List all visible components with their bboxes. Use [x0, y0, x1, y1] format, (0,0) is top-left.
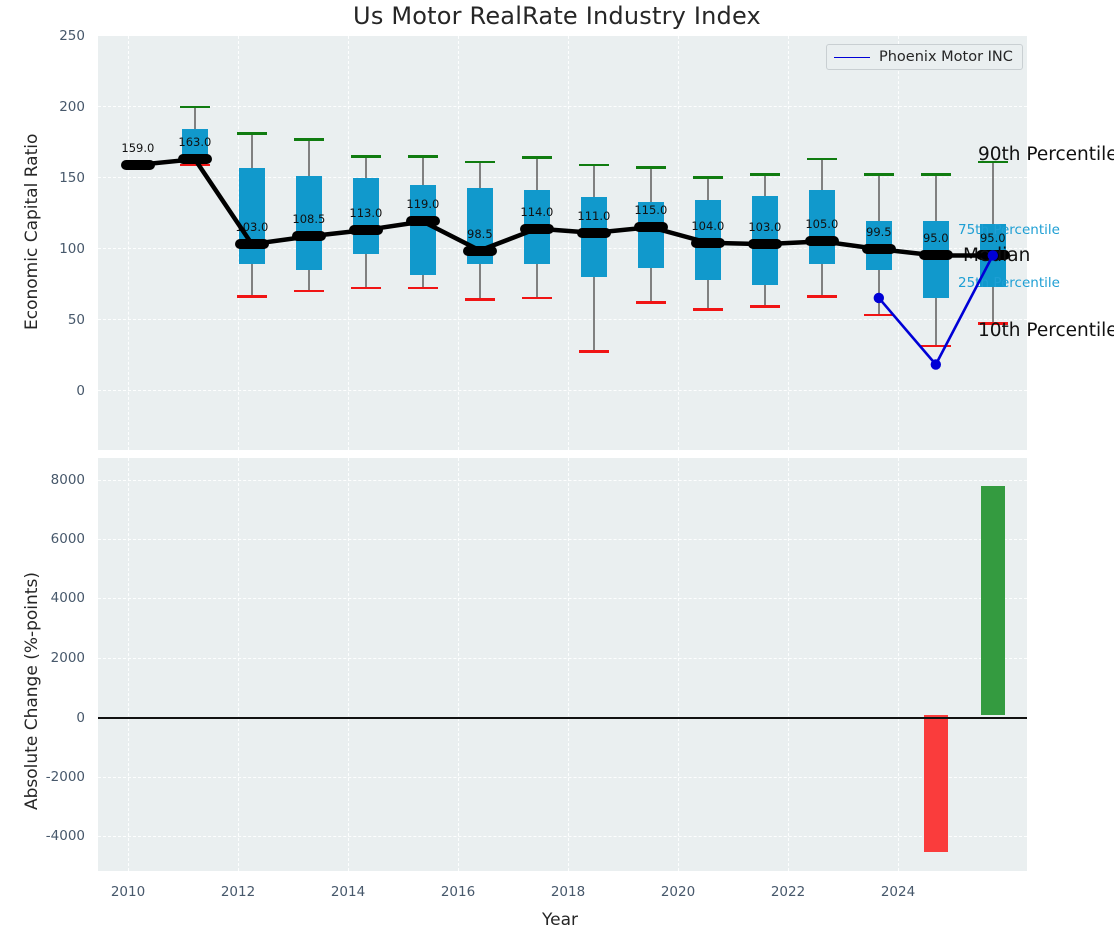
gridline-h — [98, 539, 1027, 540]
median-value-label: 163.0 — [178, 135, 212, 150]
x-tick: 2016 — [440, 884, 476, 900]
cap-90th — [293, 138, 324, 141]
legend-label: Phoenix Motor INC — [879, 49, 1013, 65]
gridline-h — [98, 836, 1027, 837]
gridline-h — [98, 598, 1027, 599]
gridline-v — [128, 36, 129, 450]
y-tick: 200 — [59, 99, 85, 115]
y-tick: 2000 — [50, 650, 85, 666]
gridline-v — [348, 458, 349, 871]
bar-2024 — [923, 715, 948, 852]
y-tick: -2000 — [45, 769, 85, 785]
y-tick: 6000 — [50, 531, 85, 547]
gridline-v — [458, 458, 459, 871]
cap-90th — [236, 132, 267, 135]
cap-10th — [521, 296, 552, 300]
annotation-10th: 10th Percentile — [978, 320, 1114, 341]
cap-10th — [464, 298, 495, 301]
barchart-panel — [98, 458, 1027, 871]
gridline-v — [678, 458, 679, 871]
legend-line-icon — [834, 56, 870, 58]
cap-10th — [293, 289, 324, 293]
y-tick: 0 — [76, 710, 85, 726]
y-tick: 8000 — [50, 472, 85, 488]
y-tick: 100 — [59, 241, 85, 257]
gridline-v — [898, 458, 899, 871]
y-tick: -4000 — [45, 828, 85, 844]
gridline-h — [98, 480, 1027, 481]
cap-90th — [350, 155, 381, 158]
cap-10th — [578, 350, 609, 354]
gridline-h — [98, 658, 1027, 659]
cap-10th — [350, 286, 381, 290]
y-tick: 0 — [76, 383, 85, 399]
cap-10th — [749, 305, 780, 308]
x-tick: 2014 — [330, 884, 366, 900]
cap-90th — [407, 155, 438, 158]
cap-10th — [692, 307, 723, 311]
cap-10th — [635, 300, 666, 304]
gridline-v — [238, 458, 239, 871]
y-tick: 4000 — [50, 590, 85, 606]
x-tick: 2022 — [770, 884, 806, 900]
page-title: Us Motor RealRate Industry Index — [353, 2, 761, 30]
x-tick: 2024 — [880, 884, 916, 900]
y-tick: 150 — [59, 170, 85, 186]
y-tick: 250 — [59, 28, 85, 44]
x-axis-label: Year — [542, 910, 578, 930]
x-tick: 2018 — [550, 884, 586, 900]
cap-10th — [806, 295, 837, 298]
gridline-h — [98, 319, 1027, 320]
gridline-h — [98, 777, 1027, 778]
gridline-v — [788, 458, 789, 871]
gridline-h — [98, 390, 1027, 391]
gridline-h — [98, 106, 1027, 107]
gridline-v — [128, 458, 129, 871]
x-tick: 2010 — [110, 884, 146, 900]
x-tick: 2020 — [660, 884, 696, 900]
cap-10th — [236, 295, 267, 298]
median-value-label: 159.0 — [121, 140, 155, 155]
annotation-90th: 90th Percentile — [978, 144, 1114, 165]
legend[interactable]: Phoenix Motor INC — [826, 44, 1023, 70]
bar-2025 — [980, 486, 1005, 716]
zero-line — [98, 717, 1027, 719]
gridline-v — [568, 458, 569, 871]
y-tick: 50 — [67, 312, 85, 328]
x-tick: 2012 — [220, 884, 256, 900]
cap-90th — [179, 105, 210, 109]
cap-10th — [407, 286, 438, 290]
